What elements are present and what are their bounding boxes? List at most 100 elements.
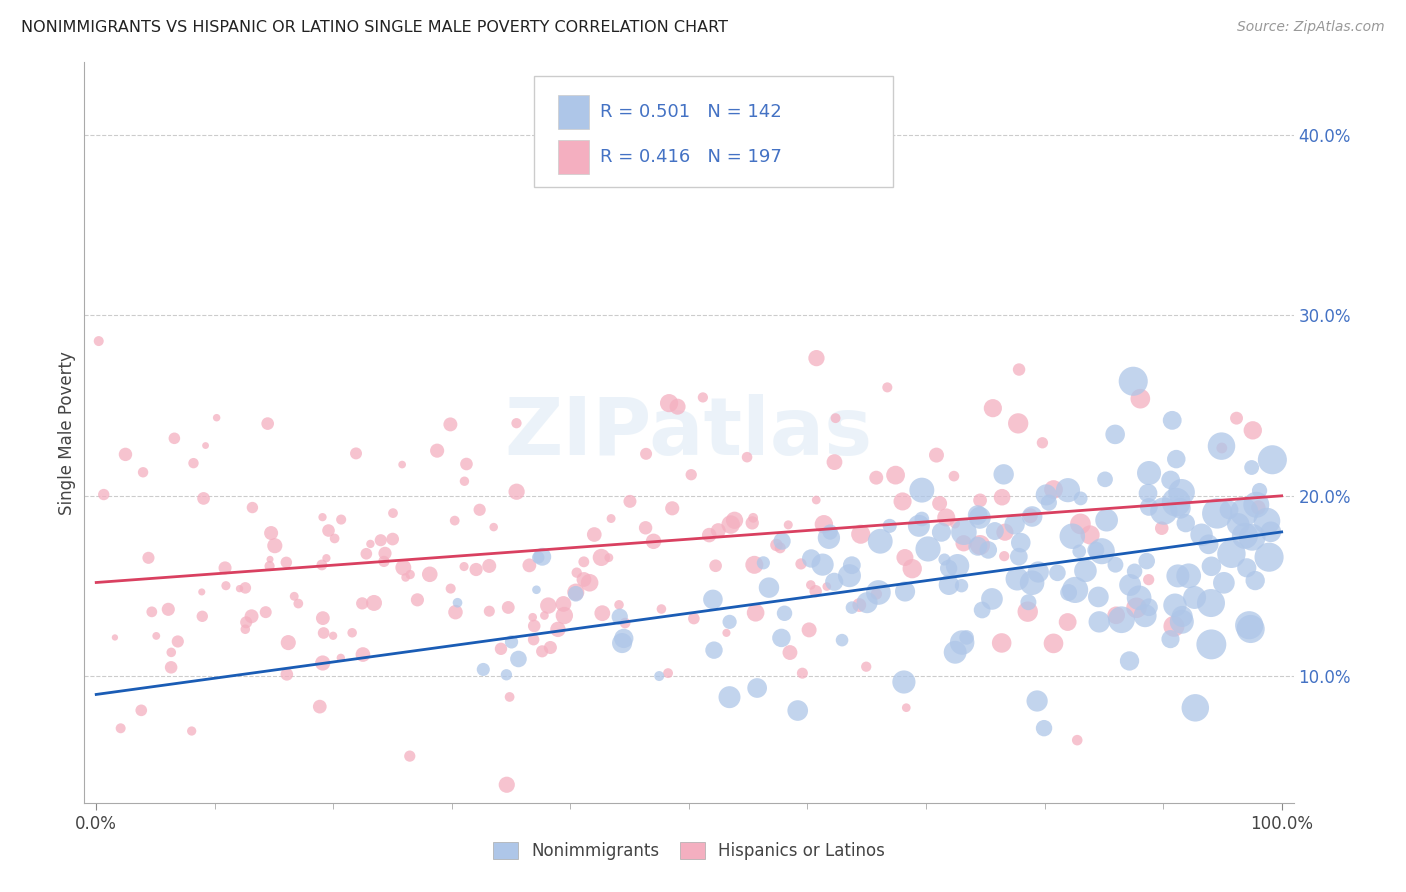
Point — [911, 512, 934, 526]
Point — [370, 533, 392, 548]
Point — [308, 699, 330, 714]
Point — [572, 555, 595, 569]
Point — [894, 584, 917, 599]
Point — [426, 443, 449, 458]
Point — [786, 704, 808, 718]
Point — [344, 446, 367, 460]
Point — [896, 700, 918, 714]
Point — [132, 465, 155, 479]
Point — [1227, 517, 1250, 532]
Point — [1007, 417, 1029, 431]
Point — [741, 516, 763, 530]
Point — [953, 525, 976, 540]
Legend: Nonimmigrants, Hispanics or Latinos: Nonimmigrants, Hispanics or Latinos — [485, 834, 893, 869]
Point — [1150, 521, 1173, 535]
Point — [1062, 529, 1084, 543]
Point — [779, 646, 801, 660]
Point — [1166, 495, 1188, 509]
Point — [716, 626, 738, 640]
Point — [972, 603, 994, 617]
Point — [1164, 598, 1187, 612]
Point — [1095, 513, 1118, 527]
Point — [406, 592, 429, 607]
Point — [950, 579, 973, 593]
Point — [1225, 411, 1247, 425]
Point — [1170, 501, 1192, 516]
Point — [145, 629, 167, 643]
Point — [1177, 569, 1199, 583]
Point — [498, 690, 520, 704]
Point — [256, 417, 278, 431]
Point — [984, 524, 1007, 538]
Point — [1240, 460, 1263, 475]
Text: Source: ZipAtlas.com: Source: ZipAtlas.com — [1237, 20, 1385, 34]
Point — [969, 538, 991, 552]
Point — [1008, 549, 1031, 564]
Point — [613, 632, 636, 646]
Point — [1105, 608, 1128, 623]
Point — [501, 635, 523, 649]
Point — [770, 631, 793, 645]
Point — [607, 598, 630, 612]
Point — [993, 549, 1015, 563]
Point — [609, 609, 631, 624]
Point — [478, 558, 501, 573]
Point — [1021, 509, 1043, 524]
Point — [1042, 483, 1064, 497]
Point — [943, 516, 966, 531]
Point — [472, 663, 495, 677]
Point — [1170, 485, 1192, 500]
Point — [702, 592, 724, 607]
Point — [254, 605, 277, 619]
Y-axis label: Single Male Poverty: Single Male Poverty — [58, 351, 76, 515]
Point — [938, 578, 960, 592]
Point — [572, 573, 595, 587]
Point — [1211, 441, 1233, 455]
Point — [993, 467, 1015, 482]
Point — [841, 600, 863, 615]
Point — [1184, 591, 1206, 605]
Point — [1008, 362, 1031, 376]
Point — [478, 604, 501, 618]
Point — [697, 528, 720, 542]
Point — [1125, 600, 1147, 615]
Point — [1137, 600, 1160, 615]
Point — [547, 623, 569, 637]
Point — [1249, 483, 1271, 498]
Point — [1171, 615, 1194, 629]
Point — [565, 587, 588, 601]
Point — [242, 500, 264, 515]
Point — [260, 526, 283, 541]
Point — [778, 517, 800, 532]
Text: R = 0.416   N = 197: R = 0.416 N = 197 — [600, 148, 782, 166]
Point — [806, 351, 828, 365]
Point — [399, 567, 422, 582]
Point — [1241, 423, 1264, 437]
Point — [591, 606, 613, 620]
Point — [1026, 694, 1049, 708]
Point — [191, 609, 214, 624]
Point — [129, 703, 152, 717]
Point — [233, 622, 256, 636]
Point — [869, 534, 891, 549]
Point — [508, 652, 530, 666]
Point — [841, 558, 863, 573]
Point — [894, 550, 917, 565]
Point — [1091, 544, 1114, 558]
Point — [1137, 573, 1160, 587]
Point — [419, 567, 441, 582]
Point — [489, 641, 512, 656]
Point — [1010, 535, 1032, 549]
Point — [1031, 435, 1053, 450]
Point — [876, 380, 898, 394]
Point — [1069, 544, 1091, 558]
Point — [855, 659, 877, 673]
Point — [838, 568, 860, 582]
Point — [193, 491, 215, 506]
Point — [565, 566, 588, 580]
Point — [160, 660, 183, 674]
Point — [537, 599, 560, 613]
Point — [1118, 654, 1140, 668]
Point — [259, 552, 281, 566]
Point — [1198, 537, 1220, 551]
